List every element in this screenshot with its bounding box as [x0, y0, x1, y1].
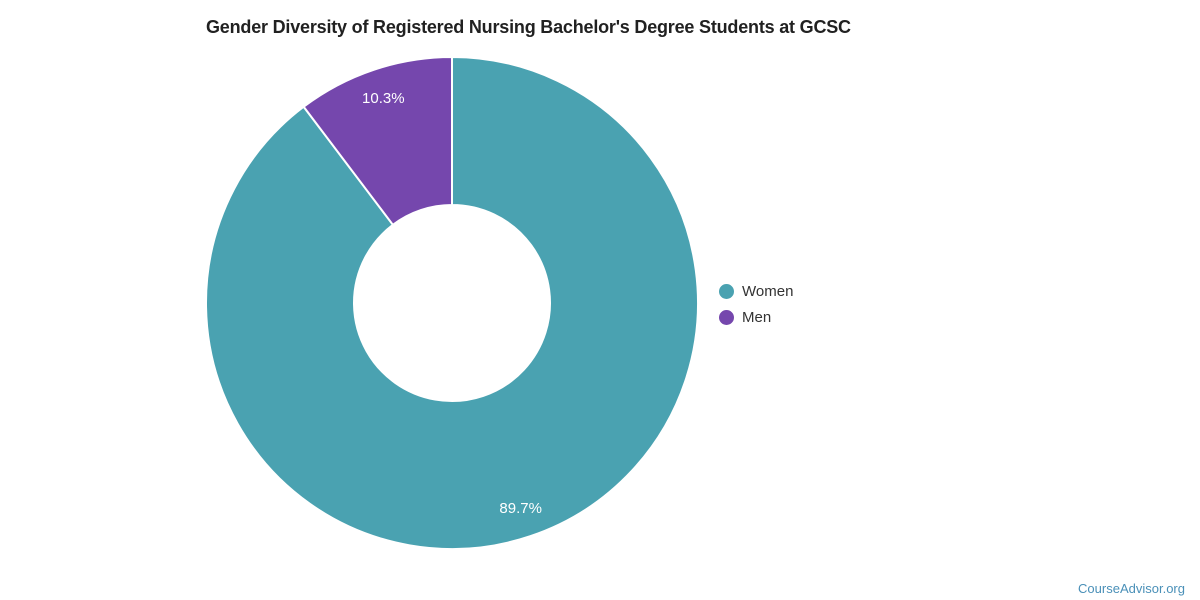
slice-label-women: 89.7%: [499, 500, 542, 517]
pie-slice-men[interactable]: [302, 56, 453, 226]
slice-label-men: 10.3%: [362, 90, 405, 107]
legend: Women Men: [719, 281, 793, 327]
legend-women-dot-icon: [719, 283, 734, 299]
legend-item-men[interactable]: Men: [719, 307, 793, 327]
legend-men-dot-icon: [719, 309, 734, 325]
legend-item-women[interactable]: Women: [719, 281, 793, 301]
pie-slice-women[interactable]: [205, 56, 699, 550]
page-title: Gender Diversity of Registered Nursing B…: [206, 17, 851, 37]
watermark-link[interactable]: CourseAdvisor.org: [1078, 581, 1185, 596]
legend-item-label: Men: [742, 308, 772, 326]
legend-item-label: Women: [742, 282, 794, 300]
